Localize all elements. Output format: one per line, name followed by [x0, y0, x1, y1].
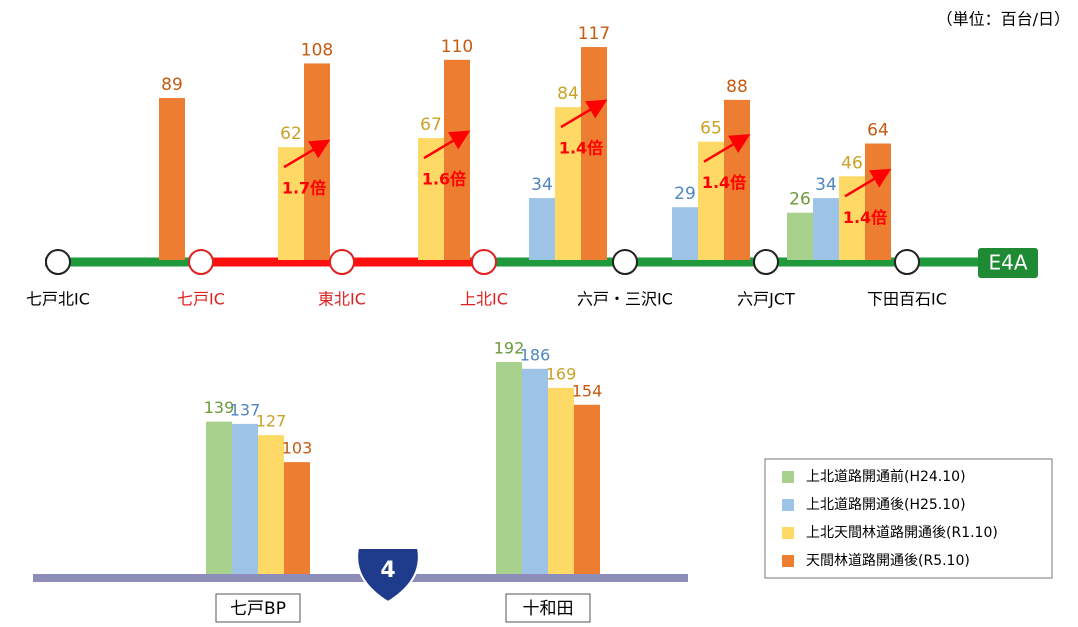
bar [258, 435, 284, 578]
value-label: 64 [867, 121, 889, 141]
bar [574, 404, 600, 578]
road-badge [978, 248, 1038, 278]
value-label: 88 [726, 77, 748, 97]
value-label: 67 [420, 115, 442, 135]
station-label: 下田百石IC [867, 290, 947, 309]
station-label: 七戸IC [177, 290, 225, 309]
bar [232, 423, 258, 578]
bar [865, 143, 891, 260]
station-label: 六戸JCT [737, 290, 795, 309]
value-label: 137 [230, 400, 261, 419]
value-label: 26 [789, 190, 811, 210]
bar [304, 63, 330, 260]
value-label: 103 [282, 439, 313, 458]
ratio-arrow [423, 130, 471, 160]
value-label: 89 [161, 75, 183, 95]
legend-swatch [782, 499, 794, 511]
bar [496, 362, 522, 578]
station-node [188, 249, 214, 275]
bar [813, 198, 839, 260]
value-label: 108 [301, 40, 333, 60]
value-label: 117 [578, 24, 610, 44]
road-badge-label: E4A [988, 251, 1027, 275]
legend-swatch [782, 527, 794, 539]
bar [839, 176, 865, 260]
legend-swatch [782, 555, 794, 567]
bar [698, 141, 724, 260]
bar [206, 421, 232, 578]
category-box [215, 593, 301, 623]
ratio-label: 1.7倍 [282, 179, 326, 198]
category-box [505, 593, 591, 623]
unit-label: （単位：百台/日） [937, 10, 1070, 29]
category-label: 七戸BP [230, 599, 286, 619]
value-label: 46 [841, 153, 863, 173]
station-node [329, 249, 355, 275]
ratio-arrow [844, 168, 892, 198]
legend-label: 上北天間林道路開通後(R1.10) [806, 525, 998, 541]
station-label: 七戸北IC [26, 290, 90, 309]
bar [284, 462, 310, 578]
bar [278, 147, 304, 260]
station-node [894, 249, 920, 275]
value-label: 34 [531, 175, 553, 195]
station-label: 六戸・三沢IC [577, 290, 673, 309]
legend-label: 上北道路開通前(H24.10) [806, 468, 966, 485]
station-node [612, 249, 638, 275]
value-label: 139 [204, 398, 235, 417]
value-label: 154 [572, 381, 603, 400]
value-label: 110 [441, 37, 473, 57]
bar [418, 138, 444, 260]
ratio-label: 1.6倍 [422, 170, 466, 189]
value-label: 192 [494, 339, 525, 358]
value-label: 186 [520, 345, 551, 364]
value-label: 84 [557, 84, 579, 104]
value-label: 169 [546, 364, 577, 383]
legend-swatch [782, 471, 794, 483]
bar [522, 368, 548, 578]
station-label: 上北IC [460, 290, 508, 309]
route-shield-label: 4 [380, 558, 395, 583]
bar [672, 207, 698, 260]
legend-label: 天間林道路開通後(R5.10) [806, 553, 970, 569]
bar [724, 99, 750, 260]
station-node [753, 249, 779, 275]
value-label: 62 [280, 124, 302, 144]
station-node [45, 249, 71, 275]
bar [555, 107, 581, 261]
ratio-arrow [703, 134, 751, 163]
bar [159, 98, 185, 261]
legend-box [764, 458, 1053, 579]
station-node [471, 249, 497, 275]
value-label: 34 [815, 175, 837, 195]
value-label: 29 [674, 184, 696, 204]
bar [529, 198, 555, 260]
category-label: 十和田 [523, 599, 574, 619]
route-shield [356, 547, 420, 604]
ratio-arrow [283, 139, 331, 169]
ratio-label: 1.4倍 [702, 173, 746, 192]
station-label: 東北IC [318, 290, 366, 309]
legend-label: 上北道路開通後(H25.10) [806, 497, 966, 513]
ratio-arrow [560, 99, 608, 129]
ratio-label: 1.4倍 [559, 139, 603, 158]
ratio-label: 1.4倍 [843, 208, 887, 227]
bar [548, 387, 574, 578]
bar [581, 47, 607, 261]
value-label: 127 [256, 412, 287, 431]
bar [444, 59, 470, 260]
bar [787, 212, 813, 260]
value-label: 65 [700, 119, 722, 139]
